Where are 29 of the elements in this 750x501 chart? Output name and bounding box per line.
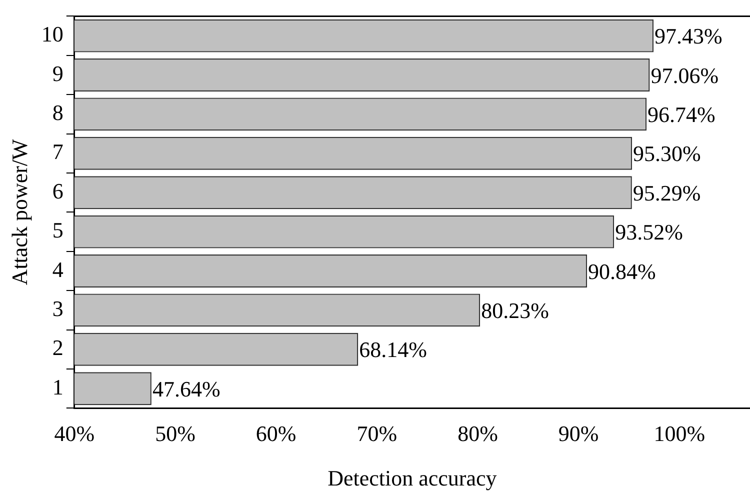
y-tick-label: 2 [52,335,64,360]
x-tick-label: 70% [356,421,398,446]
y-tick-label: 6 [52,178,64,204]
y-tick-label: 7 [52,139,64,164]
x-tick-label: 80% [458,421,498,446]
x-tick-label: 40% [54,421,95,446]
data-label: 95.30% [633,141,701,166]
y-tick-label: 1 [52,374,64,400]
y-axis-title: Attack power/W [6,138,32,286]
x-tick-label: 60% [256,421,296,446]
data-label: 68.14% [359,337,427,362]
data-label: 90.84% [588,258,656,284]
y-tick-label: 4 [52,256,64,282]
y-tick-label: 3 [52,296,64,321]
y-tick-label: 9 [52,60,64,86]
x-tick-label: 100% [654,421,706,446]
data-label: 80.23% [481,298,549,323]
y-tick-label: 8 [52,100,64,125]
data-label: 97.43% [654,24,722,49]
data-label: 95.29% [632,180,701,206]
x-tick-label: 90% [558,421,599,446]
data-label: 96.74% [648,102,716,127]
x-axis-title: Detection accuracy [328,466,497,491]
data-label: 97.06% [650,62,719,88]
y-tick-label: 5 [52,218,64,243]
y-tick-label: 10 [41,22,64,47]
x-tick-label: 50% [155,421,196,446]
data-label: 47.64% [152,376,220,402]
data-label: 93.52% [615,220,683,245]
